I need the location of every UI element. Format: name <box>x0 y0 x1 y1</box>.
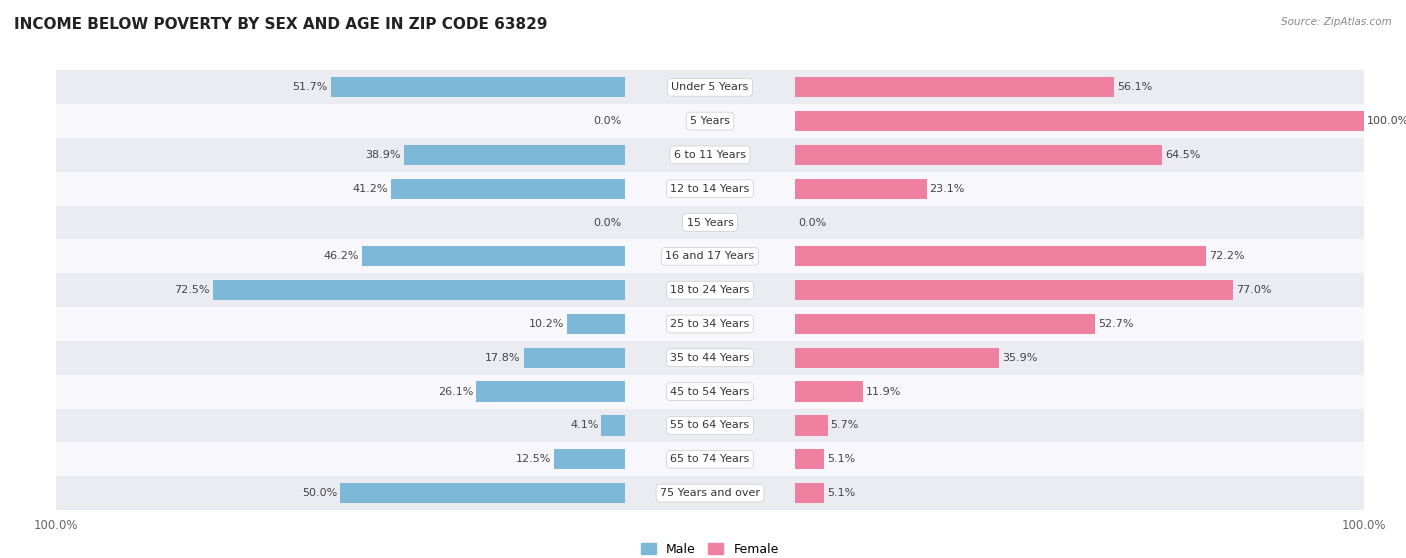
Bar <box>56 442 1364 476</box>
Text: 5.1%: 5.1% <box>827 488 855 498</box>
Bar <box>56 341 1364 375</box>
Text: 17.8%: 17.8% <box>485 353 520 363</box>
Bar <box>56 307 1364 341</box>
Bar <box>796 415 828 436</box>
Text: 46.2%: 46.2% <box>323 251 360 261</box>
Text: 18 to 24 Years: 18 to 24 Years <box>671 285 749 295</box>
Text: 0.0%: 0.0% <box>799 218 827 228</box>
Text: 5.7%: 5.7% <box>831 420 859 430</box>
Bar <box>796 145 1161 165</box>
Bar <box>212 280 624 300</box>
Bar <box>602 415 624 436</box>
Bar <box>796 348 1000 368</box>
Text: 23.1%: 23.1% <box>929 184 965 194</box>
Bar <box>796 382 863 402</box>
Bar <box>477 382 624 402</box>
Text: 11.9%: 11.9% <box>866 387 901 397</box>
Bar <box>567 314 624 334</box>
Bar <box>56 70 1364 104</box>
Text: Source: ZipAtlas.com: Source: ZipAtlas.com <box>1281 17 1392 27</box>
Bar <box>330 77 624 98</box>
Text: 50.0%: 50.0% <box>302 488 337 498</box>
Text: 77.0%: 77.0% <box>1236 285 1271 295</box>
Text: 12 to 14 Years: 12 to 14 Years <box>671 184 749 194</box>
Bar <box>796 280 1233 300</box>
Bar <box>523 348 624 368</box>
Text: 0.0%: 0.0% <box>593 218 621 228</box>
Text: 75 Years and over: 75 Years and over <box>659 488 761 498</box>
Text: Under 5 Years: Under 5 Years <box>672 82 748 92</box>
Text: INCOME BELOW POVERTY BY SEX AND AGE IN ZIP CODE 63829: INCOME BELOW POVERTY BY SEX AND AGE IN Z… <box>14 17 547 32</box>
Text: 15 Years: 15 Years <box>686 218 734 228</box>
Text: 72.5%: 72.5% <box>174 285 209 295</box>
Text: 6 to 11 Years: 6 to 11 Years <box>673 150 747 160</box>
Bar <box>56 273 1364 307</box>
Text: 26.1%: 26.1% <box>439 387 474 397</box>
Text: 51.7%: 51.7% <box>292 82 328 92</box>
Legend: Male, Female: Male, Female <box>637 538 783 558</box>
Text: 0.0%: 0.0% <box>593 116 621 126</box>
Text: 5 Years: 5 Years <box>690 116 730 126</box>
Text: 38.9%: 38.9% <box>366 150 401 160</box>
Bar <box>796 77 1114 98</box>
Text: 45 to 54 Years: 45 to 54 Years <box>671 387 749 397</box>
Bar <box>404 145 624 165</box>
Text: 64.5%: 64.5% <box>1164 150 1201 160</box>
Bar <box>796 111 1364 131</box>
Bar <box>340 483 624 503</box>
Bar <box>56 138 1364 172</box>
Bar <box>363 246 624 267</box>
Text: 35.9%: 35.9% <box>1002 353 1038 363</box>
Bar <box>796 246 1206 267</box>
Text: 72.2%: 72.2% <box>1209 251 1244 261</box>
Bar <box>796 179 927 199</box>
Bar <box>56 375 1364 408</box>
Bar <box>796 483 824 503</box>
Text: 4.1%: 4.1% <box>571 420 599 430</box>
Bar <box>56 172 1364 205</box>
Bar <box>796 449 824 469</box>
Bar <box>56 239 1364 273</box>
Text: 41.2%: 41.2% <box>352 184 388 194</box>
Text: 100.0%: 100.0% <box>1367 116 1406 126</box>
Bar <box>391 179 624 199</box>
Text: 12.5%: 12.5% <box>516 454 551 464</box>
Text: 65 to 74 Years: 65 to 74 Years <box>671 454 749 464</box>
Text: 5.1%: 5.1% <box>827 454 855 464</box>
Bar <box>554 449 624 469</box>
Text: 35 to 44 Years: 35 to 44 Years <box>671 353 749 363</box>
Text: 10.2%: 10.2% <box>529 319 564 329</box>
Bar <box>56 205 1364 239</box>
Bar <box>56 104 1364 138</box>
Text: 56.1%: 56.1% <box>1118 82 1153 92</box>
Bar <box>56 476 1364 510</box>
Bar <box>796 314 1095 334</box>
Text: 52.7%: 52.7% <box>1098 319 1133 329</box>
Text: 25 to 34 Years: 25 to 34 Years <box>671 319 749 329</box>
Text: 55 to 64 Years: 55 to 64 Years <box>671 420 749 430</box>
Bar <box>56 408 1364 442</box>
Text: 16 and 17 Years: 16 and 17 Years <box>665 251 755 261</box>
